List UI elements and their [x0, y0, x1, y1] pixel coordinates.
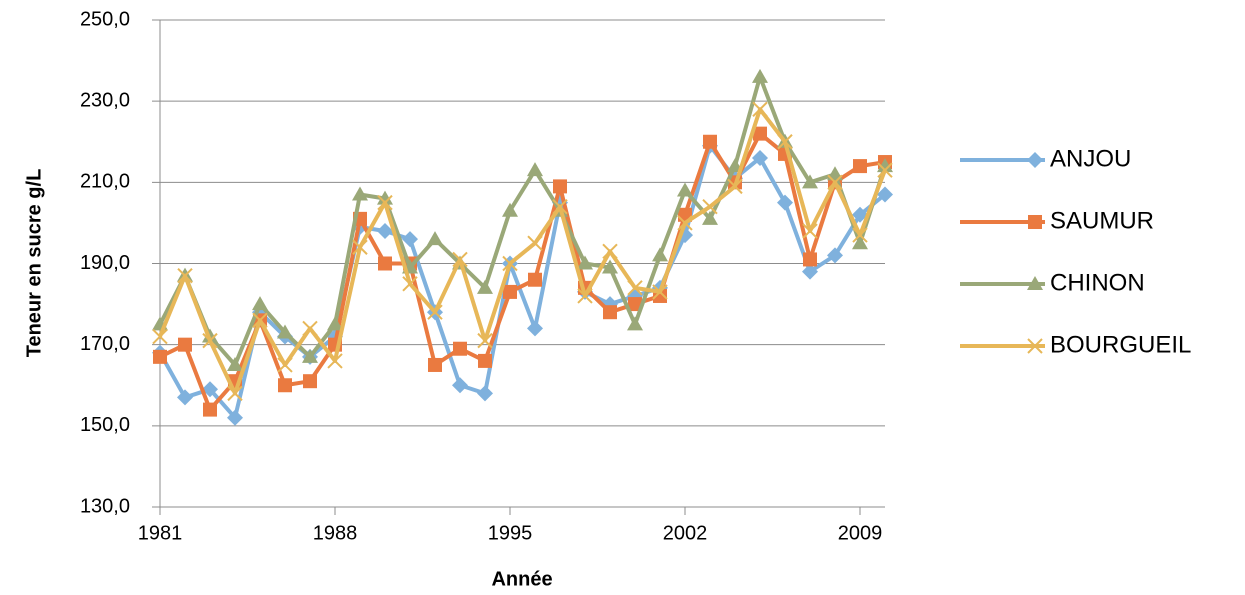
x-tick-label: 2009: [838, 522, 883, 544]
data-point: [478, 354, 492, 368]
y-tick-label: 130,0: [80, 495, 130, 517]
legend-marker: [1028, 215, 1042, 229]
x-tick-label: 2002: [663, 522, 708, 544]
x-axis-label: Année: [491, 568, 552, 590]
data-point: [303, 374, 317, 388]
y-tick-label: 210,0: [80, 171, 130, 193]
x-tick-label: 1988: [313, 522, 358, 544]
data-point: [378, 257, 392, 271]
data-point: [603, 305, 617, 319]
data-point: [803, 252, 817, 266]
legend-label: ANJOU: [1050, 145, 1131, 172]
y-tick-label: 150,0: [80, 414, 130, 436]
data-point: [153, 350, 167, 364]
legend-label: SAUMUR: [1050, 207, 1154, 234]
y-tick-label: 230,0: [80, 89, 130, 111]
data-point: [553, 179, 567, 193]
y-axis-label: Teneur en sucre g/L: [23, 169, 45, 358]
data-point: [703, 135, 717, 149]
data-point: [203, 403, 217, 417]
data-point: [853, 159, 867, 173]
y-tick-label: 170,0: [80, 333, 130, 355]
data-point: [278, 378, 292, 392]
data-point: [428, 358, 442, 372]
legend-label: BOURGUEIL: [1050, 331, 1191, 358]
data-point: [528, 273, 542, 287]
y-tick-label: 190,0: [80, 252, 130, 274]
data-point: [453, 342, 467, 356]
y-tick-label: 250,0: [80, 8, 130, 30]
chart: Teneur en sucre g/L Année 130,0 150,0 170,…: [0, 0, 1245, 595]
data-point: [178, 338, 192, 352]
x-tick-label: 1995: [488, 522, 533, 544]
data-point: [503, 285, 517, 299]
legend-label: CHINON: [1050, 269, 1145, 296]
x-tick-label: 1981: [138, 522, 183, 544]
